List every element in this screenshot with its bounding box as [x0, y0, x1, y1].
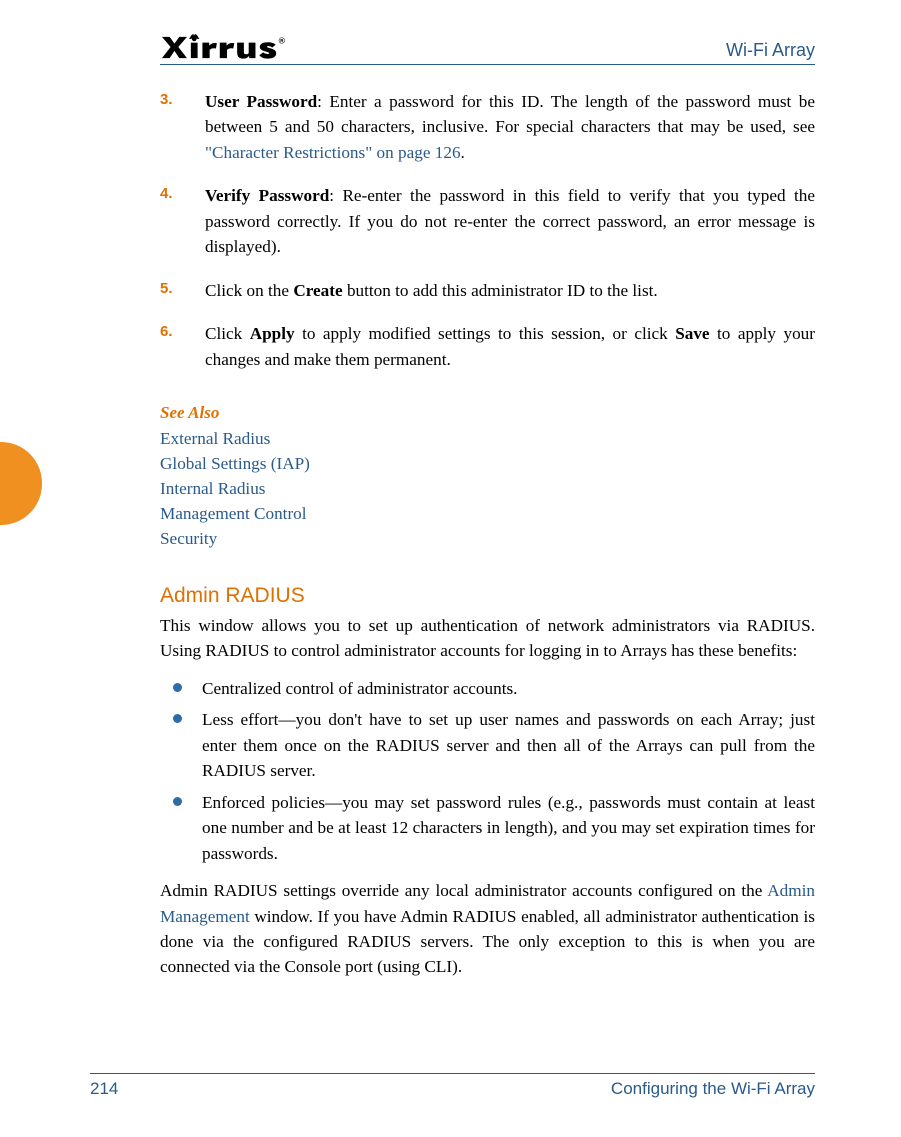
section-heading-admin-radius: Admin RADIUS: [160, 580, 815, 611]
bullet-text: Enforced policies—you may set password r…: [202, 793, 815, 863]
closing-pre: Admin RADIUS settings override any local…: [160, 881, 767, 900]
item-bold-label: Verify Password: [205, 186, 329, 205]
bullet-text: Centralized control of administrator acc…: [202, 679, 517, 698]
brand-logo: ®: [160, 34, 314, 61]
bullet-icon: [173, 683, 182, 692]
item-pre-text: Click: [205, 324, 250, 343]
header-product-name: Wi-Fi Array: [726, 40, 815, 61]
numbered-item-4: 4. Verify Password: Re-enter the passwor…: [205, 183, 815, 259]
item-bold-label: User Password: [205, 92, 317, 111]
page-content: 3. User Password: Enter a password for t…: [160, 89, 815, 980]
item-bold-mid: Create: [293, 281, 342, 300]
see-also-link-internal-radius[interactable]: Internal Radius: [160, 477, 815, 502]
see-also-link-global-settings[interactable]: Global Settings (IAP): [160, 452, 815, 477]
xirrus-logo-icon: ®: [160, 34, 314, 61]
benefits-bullet-list: Centralized control of administrator acc…: [160, 676, 815, 866]
numbered-list: 3. User Password: Enter a password for t…: [160, 89, 815, 372]
item-pre-text: Click on the: [205, 281, 293, 300]
item-number: 4.: [160, 183, 173, 205]
section-closing-para: Admin RADIUS settings override any local…: [160, 878, 815, 980]
bullet-item-1: Centralized control of administrator acc…: [202, 676, 815, 701]
numbered-item-5: 5. Click on the Create button to add thi…: [205, 278, 815, 303]
item-post-text: button to add this administrator ID to t…: [343, 281, 658, 300]
bullet-icon: [173, 797, 182, 806]
item-number: 6.: [160, 321, 173, 343]
character-restrictions-link[interactable]: "Character Restrictions" on page 126: [205, 143, 461, 162]
see-also-heading: See Also: [160, 400, 815, 425]
item-number: 3.: [160, 89, 173, 111]
page-header: ® Wi-Fi Array: [160, 34, 815, 65]
item-number: 5.: [160, 278, 173, 300]
section-intro-para: This window allows you to set up authent…: [160, 613, 815, 664]
svg-text:®: ®: [279, 36, 286, 46]
numbered-item-6: 6. Click Apply to apply modified setting…: [205, 321, 815, 372]
footer-section-title: Configuring the Wi-Fi Array: [611, 1079, 815, 1099]
page-footer: 214 Configuring the Wi-Fi Array: [90, 1073, 815, 1099]
see-also-link-security[interactable]: Security: [160, 527, 815, 552]
page-number: 214: [90, 1079, 118, 1099]
closing-post: window. If you have Admin RADIUS enabled…: [160, 907, 815, 977]
see-also-link-external-radius[interactable]: External Radius: [160, 427, 815, 452]
item-text-after: .: [461, 143, 465, 162]
bullet-icon: [173, 714, 182, 723]
numbered-item-3: 3. User Password: Enter a password for t…: [205, 89, 815, 165]
see-also-links: External Radius Global Settings (IAP) In…: [160, 427, 815, 552]
item-bold-2: Save: [675, 324, 709, 343]
bullet-item-3: Enforced policies—you may set password r…: [202, 790, 815, 866]
item-mid-text: to apply modified settings to this sessi…: [295, 324, 676, 343]
bullet-item-2: Less effort—you don't have to set up use…: [202, 707, 815, 783]
see-also-link-management-control[interactable]: Management Control: [160, 502, 815, 527]
item-bold-1: Apply: [250, 324, 295, 343]
bullet-text: Less effort—you don't have to set up use…: [202, 710, 815, 780]
